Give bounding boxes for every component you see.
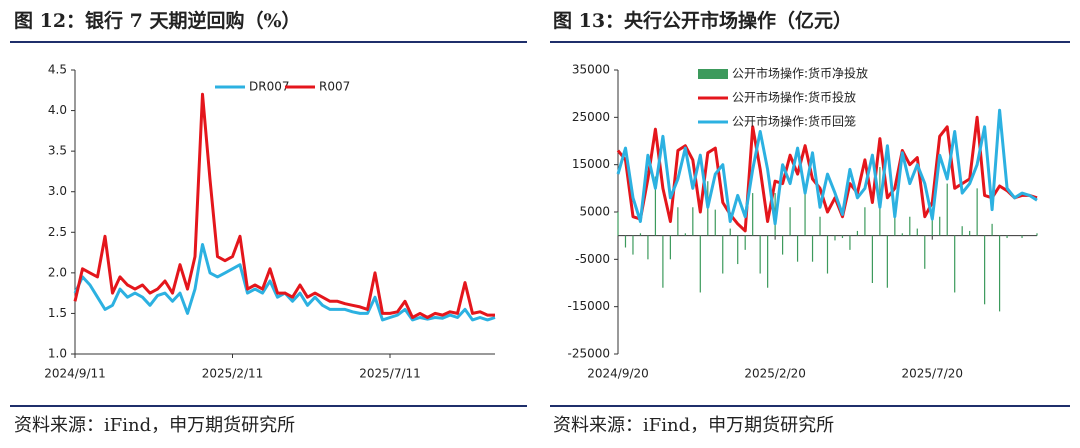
bar [632, 235, 634, 255]
x-tick-label: 2025/7/11 [359, 367, 421, 381]
x-tick-label: 2024/9/11 [44, 367, 106, 381]
bar [677, 207, 679, 236]
bar [819, 216, 821, 236]
series-line [73, 243, 496, 322]
bar [624, 235, 627, 248]
bar [617, 212, 619, 236]
legend-label: 公开市场操作:货币投放 [732, 90, 856, 105]
bar [894, 207, 896, 236]
bar [834, 235, 836, 241]
legend-label: DR007 [249, 80, 289, 94]
legend-label: 公开市场操作:货币净投放 [732, 66, 868, 81]
y-tick-label: -25000 [567, 347, 610, 361]
y-tick-label: 1.5 [48, 306, 67, 320]
bar [931, 219, 933, 236]
bar [826, 235, 829, 274]
x-tick-label: 2024/9/20 [587, 367, 649, 381]
bar [639, 233, 642, 236]
x-tick-label: 2025/2/20 [744, 367, 806, 381]
bar [856, 230, 859, 236]
bar [782, 235, 784, 255]
source-note: 资料来源：iFind，申万期货研究所 [14, 415, 295, 436]
y-tick-label: 2.0 [48, 265, 67, 279]
y-tick-label: 3.5 [48, 144, 67, 158]
bar [954, 235, 956, 293]
bar [789, 207, 791, 236]
bar [669, 235, 671, 260]
bar [759, 235, 761, 274]
y-tick-label: 15000 [572, 157, 610, 171]
bar [969, 230, 971, 236]
bar [984, 235, 986, 305]
source-note: 资料来源：iFind，申万期货研究所 [553, 415, 834, 436]
bar [662, 235, 664, 288]
bar [699, 235, 701, 293]
bar [654, 176, 657, 236]
bar [1006, 235, 1008, 239]
y-tick-label: 5000 [579, 205, 610, 219]
bar [909, 216, 911, 236]
x-tick-label: 2025/2/11 [202, 367, 264, 381]
chart-title: 图 13：央行公开市场操作（亿元） [553, 9, 852, 32]
bar [961, 226, 963, 236]
bar [737, 235, 739, 265]
bar [692, 207, 694, 236]
bar [1021, 235, 1023, 239]
bar [991, 223, 993, 236]
y-tick-label: 3.0 [48, 184, 67, 198]
bar [841, 235, 844, 239]
y-tick-label: 4.0 [48, 103, 67, 117]
bar [767, 235, 769, 288]
legend-label: 公开市场操作:货币回笼 [732, 114, 856, 129]
bar [729, 228, 731, 236]
chart-title: 图 12：银行 7 天期逆回购（%） [14, 9, 301, 32]
bar [916, 228, 918, 236]
legend-swatch [698, 69, 728, 79]
x-tick-label: 2025/7/20 [901, 367, 963, 381]
y-tick-label: 2.5 [48, 225, 67, 239]
bar [1036, 233, 1038, 236]
bar [901, 233, 903, 236]
bar [714, 209, 716, 236]
bar [684, 233, 686, 236]
bar [939, 216, 941, 236]
series-line [73, 92, 495, 319]
bar [871, 235, 873, 283]
bar [804, 188, 806, 236]
y-tick-label: 4.5 [48, 63, 67, 77]
bar [744, 235, 746, 250]
y-tick-label: 35000 [572, 63, 610, 77]
y-tick-label: -5000 [575, 252, 610, 266]
bar [924, 235, 926, 269]
bar [864, 207, 866, 236]
series-line [616, 108, 1038, 226]
series-line [616, 115, 1038, 233]
bar [811, 235, 814, 262]
y-tick-label: 1.0 [48, 347, 67, 361]
bar [849, 235, 851, 250]
legend-label: R007 [319, 80, 350, 94]
bar [796, 235, 799, 262]
bar [998, 235, 1001, 312]
bar [976, 188, 978, 236]
bar [886, 235, 888, 288]
y-tick-label: -15000 [567, 299, 610, 313]
bar [722, 235, 724, 274]
bar [946, 183, 948, 236]
bar [647, 235, 649, 260]
bar [752, 193, 754, 236]
y-tick-label: 25000 [572, 110, 610, 124]
